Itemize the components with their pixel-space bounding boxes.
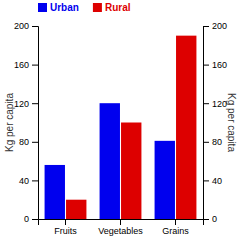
- bar-series: [45, 103, 175, 219]
- tick-label: Fruits: [54, 226, 77, 236]
- bar: [66, 200, 86, 219]
- tick: 0: [203, 214, 217, 224]
- bar: [100, 103, 120, 219]
- bar-series: [66, 36, 196, 219]
- tick-mark: [32, 65, 38, 66]
- x-axis: Fruits Vegetables Grains: [39, 219, 204, 236]
- tick-mark: [32, 180, 38, 181]
- tick-mark: [32, 142, 38, 143]
- tick-mark: [175, 219, 176, 225]
- legend: Urban Rural: [38, 2, 131, 13]
- tick: 40: [19, 176, 38, 186]
- legend-swatch: [38, 3, 47, 12]
- tick-label: 80: [19, 137, 29, 147]
- tick-mark: [65, 219, 66, 225]
- tick: 200: [14, 21, 38, 31]
- tick-label: 200: [14, 21, 29, 31]
- tick-mark: [203, 103, 209, 104]
- bar: [155, 141, 175, 219]
- y2-axis-title: Kg per capita: [226, 93, 237, 152]
- tick-label: 0: [212, 214, 217, 224]
- tick-label: 40: [19, 176, 29, 186]
- tick: 80: [19, 137, 38, 147]
- tick-mark: [203, 65, 209, 66]
- y-axis: 0 40 80 120 160 200: [14, 21, 39, 224]
- bar: [176, 36, 196, 219]
- legend-label: Rural: [105, 2, 131, 13]
- tick: 0: [24, 214, 38, 224]
- y-axis-title: Kg per capita: [4, 93, 15, 152]
- axis-line: [32, 27, 39, 220]
- tick-mark: [203, 180, 209, 181]
- tick: 160: [14, 60, 38, 70]
- y2-axis: 0 40 80 120 160 200: [203, 21, 227, 224]
- tick-label: Vegetables: [98, 226, 143, 236]
- legend-swatch: [93, 3, 102, 12]
- tick-mark: [203, 26, 209, 27]
- legend-label: Urban: [50, 2, 79, 13]
- tick: 80: [203, 137, 222, 147]
- bar: [121, 123, 141, 220]
- bar: [45, 165, 65, 219]
- tick: 40: [203, 176, 222, 186]
- tick-label: 200: [212, 21, 227, 31]
- tick-label: Grains: [162, 226, 189, 236]
- tick-label: 120: [212, 99, 227, 109]
- tick: Vegetables: [98, 219, 143, 236]
- tick-label: 40: [212, 176, 222, 186]
- chart: 0 40 80 120 160 200 0 40 80 120 160 200 Fruits Vegeta…: [0, 0, 241, 241]
- bars: [45, 36, 197, 219]
- axis-line: [204, 27, 210, 220]
- tick-label: 160: [212, 60, 227, 70]
- tick-label: 0: [24, 214, 29, 224]
- tick: 120: [203, 99, 227, 109]
- tick: 160: [203, 60, 227, 70]
- tick-label: 80: [212, 137, 222, 147]
- tick: 120: [14, 99, 38, 109]
- tick-label: 120: [14, 99, 29, 109]
- axis-line: [39, 220, 204, 226]
- tick-mark: [120, 219, 121, 225]
- tick: 200: [203, 21, 227, 31]
- tick-mark: [32, 26, 38, 27]
- tick-label: 160: [14, 60, 29, 70]
- tick-mark: [203, 142, 209, 143]
- tick-mark: [32, 103, 38, 104]
- plot: 0 40 80 120 160 200 0 40 80 120 160 200 Fruits Vegeta…: [14, 21, 227, 236]
- tick-mark: [32, 219, 38, 220]
- tick: Fruits: [54, 219, 77, 236]
- tick: Grains: [162, 219, 189, 236]
